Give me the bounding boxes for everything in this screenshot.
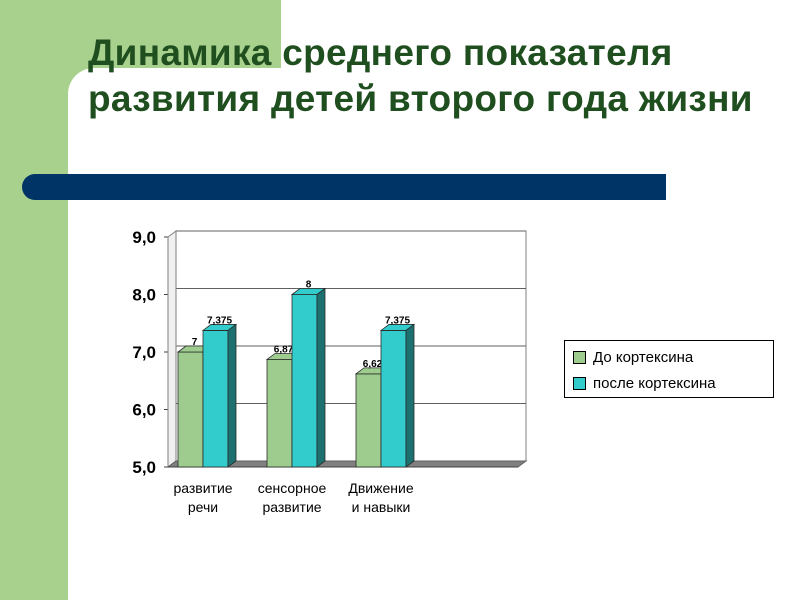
bar-value-label: 7,375: [207, 315, 232, 326]
chart-legend: До кортексина после кортексина: [564, 340, 774, 398]
x-category-label: развитие: [173, 480, 232, 496]
x-category-label: развитие: [262, 499, 321, 515]
x-category-label: и навыки: [352, 499, 411, 515]
bar: [177, 351, 204, 468]
bar: [266, 359, 293, 468]
legend-item-before: До кортексина: [573, 346, 693, 368]
y-tick-label: 5,0: [132, 458, 156, 477]
bar: [355, 373, 382, 468]
title-underline-bar: [22, 174, 666, 200]
bar-value-label: 6,87: [274, 344, 294, 355]
x-category-label: Движение: [348, 480, 413, 496]
bar: [202, 330, 229, 468]
plot-side-wall: [167, 230, 177, 468]
legend-item-after: после кортексина: [573, 372, 716, 394]
bar-side: [405, 323, 415, 468]
legend-swatch-before: [573, 350, 586, 364]
bar-side: [227, 323, 237, 468]
y-tick-label: 7,0: [132, 343, 156, 362]
x-category-label: речи: [188, 499, 218, 515]
bar-value-label: 7: [192, 337, 198, 348]
legend-swatch-after: [573, 376, 586, 390]
bar: [380, 330, 407, 468]
bar-value-label: 8: [306, 280, 312, 291]
bar-value-label: 6,62: [363, 359, 383, 370]
bar-value-label: 7,375: [385, 315, 410, 326]
y-tick-label: 9,0: [132, 228, 156, 247]
x-category-label: сенсорное: [258, 480, 327, 496]
legend-label-after: после кортексина: [593, 374, 716, 392]
legend-label-before: До кортексина: [593, 348, 694, 366]
bar: [291, 294, 318, 468]
y-tick-label: 8,0: [132, 286, 156, 305]
bar-side: [316, 287, 326, 468]
slide-title: Динамика среднего показателя развития де…: [88, 32, 753, 119]
y-tick-label: 6,0: [132, 401, 156, 420]
